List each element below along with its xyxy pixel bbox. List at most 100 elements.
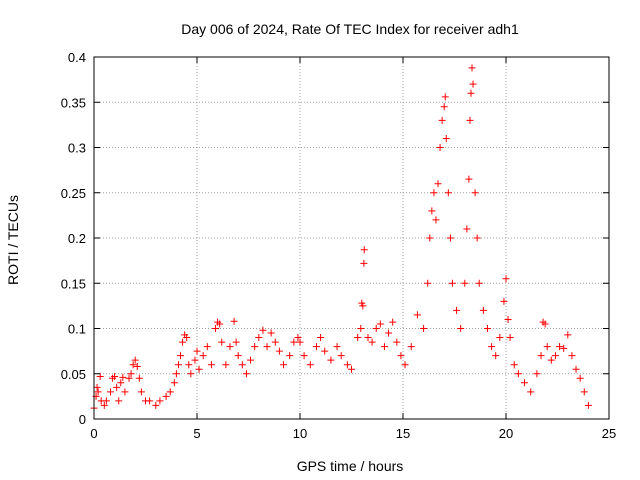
data-point (251, 343, 259, 351)
data-point (191, 356, 199, 364)
data-point (286, 352, 294, 360)
data-point (247, 356, 255, 364)
data-point (360, 246, 368, 254)
x-tick-label: 10 (293, 426, 307, 441)
data-point (125, 374, 133, 382)
grid-layer (94, 57, 609, 419)
data-point (162, 392, 170, 400)
data-point (195, 365, 203, 373)
data-point (496, 334, 504, 342)
y-tick-label: 0.35 (61, 95, 86, 110)
data-point (527, 388, 535, 396)
y-axis-label: ROTI / TECUs (5, 195, 21, 285)
data-point (468, 64, 476, 72)
data-point (504, 315, 512, 323)
y-tick-label: 0.4 (68, 50, 86, 65)
data-point (306, 361, 314, 369)
data-point (393, 338, 401, 346)
data-point (483, 325, 491, 332)
data-point (368, 338, 376, 346)
data-point (500, 297, 508, 305)
data-point (502, 275, 510, 283)
data-point (187, 370, 195, 378)
data-point (576, 374, 584, 382)
data-point (572, 365, 580, 373)
data-point (467, 89, 475, 97)
data-point (364, 334, 372, 342)
data-point (179, 338, 187, 346)
data-point (354, 334, 362, 342)
ticks-layer: 0 5 10 15 20 25 0 0.05 0.1 0.15 0.2 0.25 0.3 0.35 0.4 (61, 50, 617, 441)
data-point (232, 338, 240, 346)
data-point (533, 370, 541, 378)
data-point (471, 189, 479, 197)
data-point (106, 388, 114, 396)
data-point (117, 379, 125, 387)
data-point (424, 279, 432, 287)
data-point (172, 370, 180, 378)
data-point (432, 216, 440, 224)
data-point (267, 329, 275, 337)
data-point (290, 338, 298, 346)
data-point (401, 361, 409, 369)
data-point (166, 388, 174, 396)
data-point (259, 326, 267, 334)
data-point (327, 356, 335, 364)
x-axis-label: GPS time / hours (297, 458, 404, 474)
data-point (580, 388, 588, 396)
data-point (551, 352, 559, 360)
data-point (119, 373, 127, 381)
data-point (230, 317, 238, 325)
data-point (564, 331, 572, 339)
data-point (296, 338, 304, 346)
data-point (556, 343, 564, 351)
data-point (430, 189, 438, 197)
data-point (541, 320, 549, 328)
data-point (170, 379, 178, 387)
data-point (461, 279, 469, 287)
data-point (193, 347, 201, 355)
data-point (444, 189, 452, 197)
data-point (113, 383, 121, 391)
data-point (397, 352, 405, 360)
x-tick-label: 5 (193, 426, 200, 441)
data-point (174, 361, 182, 369)
data-point (466, 116, 474, 124)
data-point (446, 234, 454, 242)
data-point (100, 401, 108, 409)
data-point (441, 93, 449, 101)
data-point (436, 144, 444, 151)
data-point (413, 311, 421, 319)
data-point (131, 356, 139, 364)
data-point (135, 374, 143, 382)
data-point (156, 397, 164, 405)
data-point (385, 329, 393, 337)
x-tick-label: 0 (90, 426, 97, 441)
data-point (343, 361, 351, 369)
data-point (333, 343, 341, 351)
x-tick-label: 15 (396, 426, 410, 441)
y-tick-label: 0.15 (61, 276, 86, 291)
data-point (463, 225, 471, 233)
data-point (312, 343, 320, 351)
data-point (238, 361, 246, 369)
data-point (543, 343, 551, 351)
data-point (121, 388, 129, 396)
data-point (127, 370, 135, 378)
data-point (111, 372, 119, 380)
data-point (300, 352, 308, 360)
data-point (420, 325, 428, 332)
data-point (129, 361, 137, 369)
data-point (357, 325, 365, 332)
data-point (475, 279, 483, 287)
data-point (183, 334, 191, 342)
data-point (185, 361, 193, 369)
data-point (426, 234, 434, 242)
data-point (177, 352, 185, 360)
data-point (479, 306, 487, 314)
y-tick-label: 0.25 (61, 186, 86, 201)
data-point (222, 361, 230, 369)
data-point (234, 352, 242, 360)
data-point (94, 388, 102, 396)
